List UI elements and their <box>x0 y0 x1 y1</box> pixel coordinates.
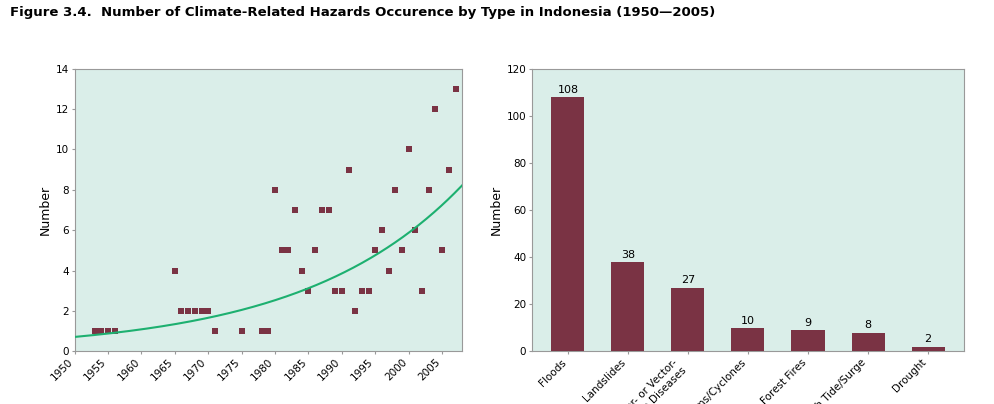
Point <box>420 187 436 193</box>
Point <box>361 288 377 294</box>
Point <box>354 288 370 294</box>
Point <box>381 267 397 274</box>
Text: 27: 27 <box>681 276 695 286</box>
Point <box>394 247 410 254</box>
Bar <box>611 262 644 351</box>
Point <box>434 247 450 254</box>
Point <box>374 227 390 234</box>
Point <box>180 308 196 314</box>
Y-axis label: Number: Number <box>39 185 52 235</box>
Point <box>414 288 430 294</box>
Point <box>194 308 210 314</box>
Point <box>401 146 416 153</box>
Point <box>287 207 303 213</box>
Point <box>253 328 269 335</box>
Bar <box>911 347 944 351</box>
Point <box>294 267 310 274</box>
Text: 9: 9 <box>804 318 811 328</box>
Bar <box>732 328 764 351</box>
Y-axis label: Number: Number <box>489 185 502 235</box>
Point <box>234 328 249 335</box>
Text: 38: 38 <box>621 250 635 259</box>
Point <box>427 106 443 112</box>
Point <box>441 166 457 173</box>
Point <box>174 308 190 314</box>
Point <box>93 328 109 335</box>
Text: Figure 3.4.  Number of Climate-Related Hazards Occurence by Type in Indonesia (1: Figure 3.4. Number of Climate-Related Ha… <box>10 6 716 19</box>
Point <box>260 328 276 335</box>
Point <box>314 207 330 213</box>
Bar <box>672 288 705 351</box>
Bar <box>852 332 885 351</box>
Point <box>341 166 357 173</box>
Point <box>300 288 316 294</box>
Point <box>447 86 463 92</box>
Point <box>368 247 384 254</box>
Point <box>267 187 283 193</box>
Point <box>408 227 423 234</box>
Text: 8: 8 <box>865 320 872 330</box>
Point <box>86 328 102 335</box>
Point <box>207 328 223 335</box>
Point <box>307 247 323 254</box>
Text: 108: 108 <box>558 84 579 95</box>
Text: 10: 10 <box>741 316 755 326</box>
Point <box>100 328 116 335</box>
Point <box>200 308 216 314</box>
Point <box>187 308 203 314</box>
Point <box>321 207 337 213</box>
Point <box>167 267 183 274</box>
Point <box>388 187 404 193</box>
Point <box>273 247 289 254</box>
Text: 2: 2 <box>924 335 931 344</box>
Bar <box>552 97 584 351</box>
Point <box>280 247 296 254</box>
Bar <box>791 330 824 351</box>
Point <box>334 288 350 294</box>
Point <box>347 308 363 314</box>
Point <box>327 288 343 294</box>
Point <box>106 328 122 335</box>
